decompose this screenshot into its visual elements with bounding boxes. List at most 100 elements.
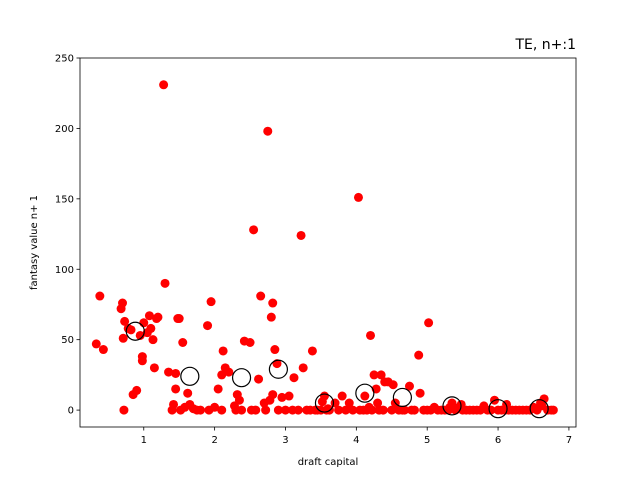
data-point [183,388,193,398]
data-point [273,405,283,415]
y-tick-label: 250 [55,54,74,65]
data-point [95,291,105,301]
data-point [293,405,303,415]
data-point [159,80,169,90]
data-point [298,363,308,373]
x-tick-label: 2 [211,435,217,446]
y-tick-label: 200 [55,124,74,135]
data-point [213,384,223,394]
x-tick-label: 1 [141,435,147,446]
data-point [144,311,154,321]
data-point [153,312,163,322]
data-point [353,192,363,202]
data-point [164,367,174,377]
y-tick-label: 0 [68,406,74,417]
x-tick-label: 3 [282,435,288,446]
data-point [280,405,290,415]
data-point [217,405,227,415]
data-point [319,391,329,401]
x-tick-label: 7 [566,435,572,446]
data-point [218,346,228,356]
y-axis-label: fantasy value n+ 1 [29,195,40,290]
data-point [388,380,398,390]
x-tick-label: 5 [424,435,430,446]
data-point [169,399,179,409]
x-tick-label: 4 [353,435,359,446]
data-point [256,291,266,301]
data-point [337,391,347,401]
data-point [245,337,255,347]
data-point [210,402,220,412]
means-layer [125,321,549,419]
data-point [118,333,128,343]
data-point [171,368,181,378]
y-tick-label: 150 [55,194,74,205]
data-point [254,374,264,384]
data-point [217,370,227,380]
data-point [424,318,434,328]
mean-marker [529,399,549,419]
data-point [171,384,181,394]
mean-marker [392,387,412,408]
data-point [447,398,457,408]
data-point [344,398,354,408]
data-point [139,318,149,328]
data-point [224,367,234,377]
data-point [369,370,379,380]
data-point [206,297,216,307]
mean-marker [268,359,288,379]
data-point [373,398,383,408]
data-point [119,405,129,415]
data-point [149,363,159,373]
mean-marker [231,368,252,388]
data-point [203,321,213,331]
data-point [341,405,351,415]
chart-title: TE, n+:1 [514,37,576,53]
x-axis: 1 2 3 4 5 6 7 [141,427,572,446]
data-point [548,405,558,415]
data-point [376,370,386,380]
data-point [268,390,278,400]
data-point [91,339,101,349]
mean-marker [125,321,145,341]
data-point [366,330,376,340]
data-point [126,325,136,335]
data-point [400,405,410,415]
data-point [360,391,370,401]
data-point [270,345,280,355]
data-point [348,405,358,415]
mean-marker [314,393,335,413]
data-point [261,405,271,415]
data-point [415,388,425,398]
plot-frame [79,57,577,428]
data-point [289,373,299,383]
x-tick-label: 6 [495,435,501,446]
data-point [387,405,397,415]
data-point [378,405,388,415]
data-point [539,394,549,404]
data-point [118,298,128,308]
data-point [296,230,306,240]
data-point [409,405,419,415]
x-axis-label: draft capital [298,457,359,468]
data-point [249,225,259,235]
y-tick-label: 50 [61,335,74,346]
plot-area [80,58,576,427]
data-point [148,335,158,345]
data-point [132,385,142,395]
data-point [174,314,184,324]
data-point [98,345,108,355]
data-point [263,126,273,136]
data-point [284,391,294,401]
data-point [146,323,156,333]
data-point [251,405,261,415]
data-point [234,395,244,405]
data-point [266,312,276,322]
data-point [178,337,188,347]
data-point [367,405,377,415]
y-tick-label: 100 [55,265,74,276]
data-point [277,392,287,402]
data-point [237,405,247,415]
data-point [268,298,278,308]
